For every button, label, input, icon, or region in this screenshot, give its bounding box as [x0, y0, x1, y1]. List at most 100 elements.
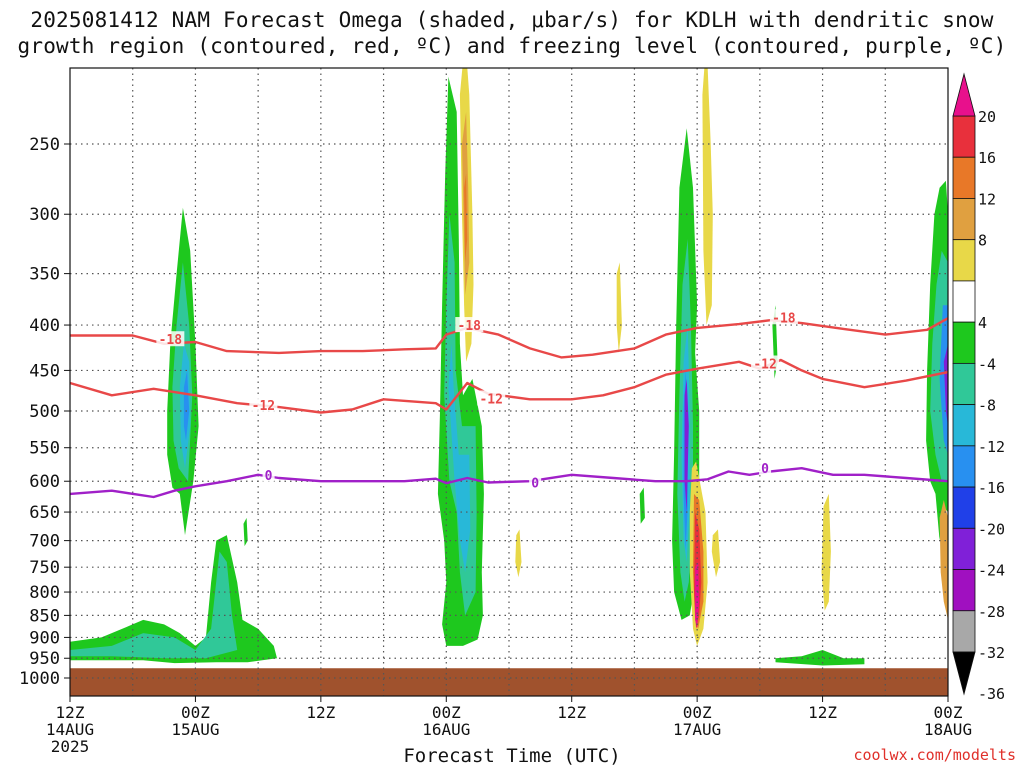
colorbar-tick-label: 12 [978, 190, 996, 208]
contour-label: 0 [531, 477, 539, 492]
colorbar-band [952, 445, 976, 488]
colorbar-band [952, 156, 976, 199]
colorbar-bottom-arrow [952, 651, 976, 696]
y-tick-label: 1000 [19, 669, 60, 689]
colorbar-band [952, 610, 976, 653]
x-tick-label: 16AUG [422, 720, 470, 739]
contour-label-bg [769, 309, 798, 325]
x-tick-label: 12Z [306, 703, 335, 722]
chart-title-line-1: 2025081412 NAM Forecast Omega (shaded, μ… [30, 8, 994, 32]
omega-region-34 [243, 517, 248, 547]
colorbar-band [952, 280, 976, 323]
colorbar-band [952, 362, 976, 406]
contour-label-bg [529, 474, 542, 490]
colorbar-band [952, 486, 976, 529]
grid-lines [70, 68, 948, 696]
colorbar-tick-label: -8 [978, 397, 996, 415]
chart-title-line-2: growth region (contoured, red, ºC) and f… [17, 34, 1007, 58]
colorbar-band [952, 115, 976, 158]
omega-region-21 [702, 68, 713, 325]
contour-label-bg [249, 396, 278, 412]
colorbar-top-arrow [952, 72, 976, 117]
contour-label-bg [455, 317, 484, 333]
y-tick-label: 250 [29, 135, 60, 155]
y-tick-label: 750 [29, 558, 60, 578]
omega-region-20 [695, 562, 700, 629]
x-tick-label: 12Z [557, 703, 586, 722]
y-tick-label: 600 [29, 472, 60, 492]
omega-region-27 [775, 650, 865, 666]
contour-label: 0 [761, 462, 769, 477]
contour-line-0-2 [70, 467, 948, 499]
omega-region-11 [464, 173, 468, 263]
contour-label: -18 [458, 319, 482, 334]
colorbar-tick-label: 16 [978, 149, 996, 167]
colorbar-band [952, 404, 976, 447]
y-tick-label: 350 [29, 265, 60, 285]
contour-label: -12 [479, 392, 502, 407]
y-tick-label: 500 [29, 402, 60, 422]
colorbar: 20 16 12 8 4 -4 -8 -12 -16 -20 -24 -28 -32 -36 [952, 72, 1005, 703]
colorbar-tick-label: 4 [978, 314, 987, 332]
y-tick-label: 400 [29, 316, 60, 336]
y-axis: 2503003504004505005506006507007508008509… [19, 135, 70, 689]
colorbar-tick-label: -16 [978, 479, 1005, 497]
omega-region-29 [515, 529, 522, 578]
x-tick-label: 00Z [934, 703, 963, 722]
colorbar-tick-label: -36 [978, 685, 1005, 703]
y-tick-label: 800 [29, 583, 60, 603]
contour-label: 0 [265, 469, 273, 484]
omega-region-24 [939, 305, 948, 455]
y-tick-label: 950 [29, 649, 60, 669]
colorbar-band [952, 198, 976, 241]
omega-region-30 [616, 262, 622, 353]
contour-label-bg [156, 331, 185, 347]
colorbar-tick-label: -24 [978, 562, 1005, 580]
colorbar-band [952, 321, 976, 364]
colorbar-tick-label: 8 [978, 232, 987, 250]
y-tick-label: 900 [29, 628, 60, 648]
colorbar-tick-label: 20 [978, 108, 996, 126]
contour-label-bg [262, 466, 275, 482]
y-tick-label: 550 [29, 439, 60, 459]
credit-text[interactable]: coolwx.com/modelts [853, 746, 1016, 764]
colorbar-tick-label: -28 [978, 603, 1005, 621]
colorbar-tick-label: -32 [978, 644, 1005, 662]
x-tick-label: 00Z [432, 703, 461, 722]
x-axis-label: Forecast Time (UTC) [403, 745, 621, 767]
y-tick-label: 700 [29, 532, 60, 552]
omega-region-3 [183, 370, 190, 441]
contour-label: -18 [159, 333, 183, 348]
omega-region-31 [711, 529, 721, 578]
x-tick-label: 12Z [56, 703, 85, 722]
omega-region-28 [821, 493, 831, 611]
x-tick-label: 18AUG [924, 720, 972, 739]
ground-fill [70, 668, 948, 696]
x-tick-label: 00Z [683, 703, 712, 722]
contour-label: -18 [772, 311, 796, 326]
x-tick-label: 12Z [808, 703, 837, 722]
omega-region-26 [939, 500, 948, 620]
contour-label-bg [477, 390, 506, 406]
contour-label: -12 [252, 399, 275, 414]
x-tick-label: 17AUG [673, 720, 721, 739]
omega-shading [70, 68, 948, 696]
colorbar-band [952, 569, 976, 612]
contour-labels: -18 -18 -18 -12 -12 -12 0 0 0 [156, 309, 798, 492]
omega-region-25 [943, 343, 948, 427]
contour-label-bg [759, 460, 772, 476]
colorbar-band [952, 239, 976, 282]
plot-frame [69, 67, 949, 697]
x-tick-label: 00Z [181, 703, 210, 722]
colorbar-tick-label: -20 [978, 520, 1005, 538]
y-tick-label: 450 [29, 361, 60, 381]
y-tick-label: 650 [29, 503, 60, 523]
colorbar-band [952, 527, 976, 570]
x-tick-label: 14AUG [46, 720, 94, 739]
contour-label-bg [751, 355, 780, 371]
y-tick-label: 850 [29, 606, 60, 626]
x-tick-label: 2025 [51, 737, 90, 756]
y-tick-label: 300 [29, 205, 60, 225]
